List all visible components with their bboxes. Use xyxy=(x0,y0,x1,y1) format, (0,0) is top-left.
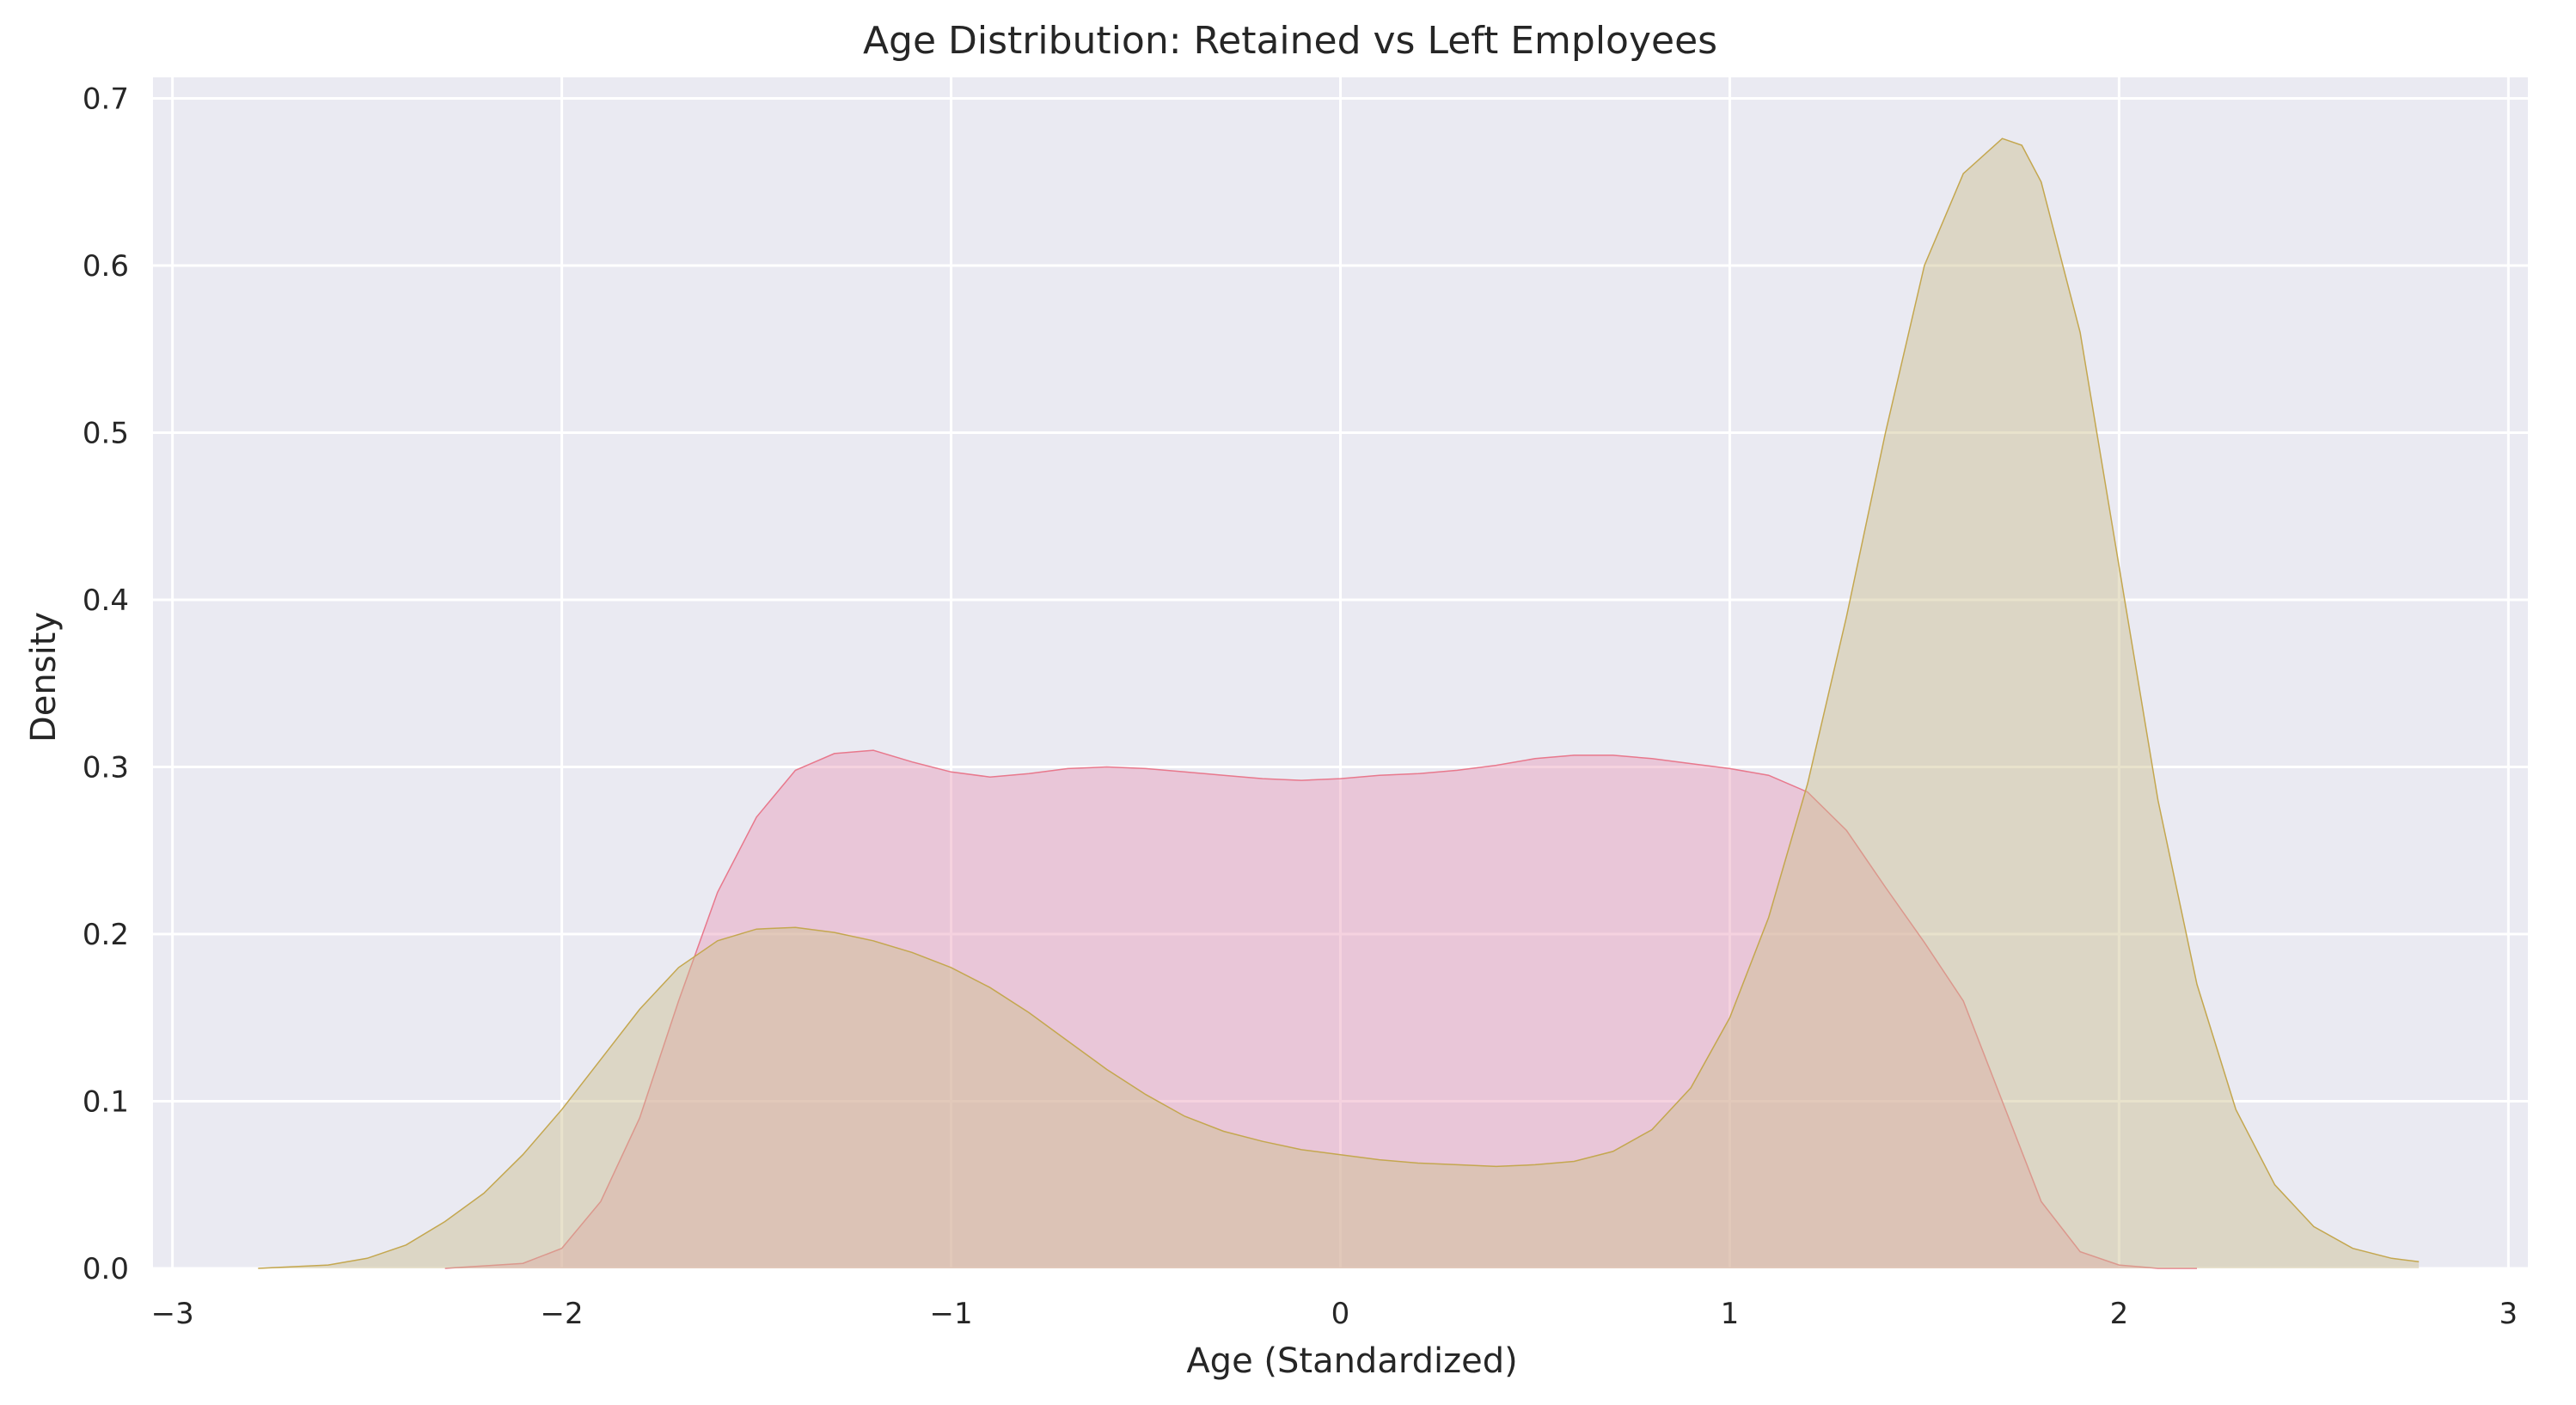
density-area-1 xyxy=(258,138,2420,1269)
y-tick-label-3: 0.3 xyxy=(83,751,129,785)
y-tick-label-7: 0.7 xyxy=(83,82,129,117)
x-tick-label-0: −3 xyxy=(151,1297,194,1331)
y-axis: 0.0 0.1 0.2 0.3 0.4 0.5 0.6 0.7 xyxy=(83,82,129,1286)
x-axis: −3 −2 −1 0 1 2 3 xyxy=(151,1297,2518,1331)
y-tick-label-6: 0.6 xyxy=(83,249,129,284)
y-tick-label-5: 0.5 xyxy=(83,417,129,451)
y-tick-label-0: 0.0 xyxy=(83,1252,129,1286)
x-tick-label-4: 1 xyxy=(1721,1297,1740,1331)
density-line-0 xyxy=(444,749,2197,1269)
y-axis-title: Density xyxy=(24,612,64,742)
chart-title: Age Distribution: Retained vs Left Emplo… xyxy=(863,19,1717,63)
x-tick-label-5: 2 xyxy=(2110,1297,2129,1331)
grid xyxy=(153,77,2528,1270)
series-layer xyxy=(258,137,2420,1269)
y-tick-label-2: 0.2 xyxy=(83,918,129,952)
y-tick-label-1: 0.1 xyxy=(83,1085,129,1120)
x-tick-label-6: 3 xyxy=(2500,1297,2518,1331)
density-line-1 xyxy=(258,137,2420,1269)
x-tick-label-1: −2 xyxy=(541,1297,584,1331)
density-area-0 xyxy=(444,750,2198,1268)
x-tick-label-3: 0 xyxy=(1331,1297,1350,1331)
x-axis-title: Age (Standardized) xyxy=(1186,1341,1517,1381)
y-tick-label-4: 0.4 xyxy=(83,583,129,618)
x-tick-label-2: −1 xyxy=(929,1297,972,1331)
